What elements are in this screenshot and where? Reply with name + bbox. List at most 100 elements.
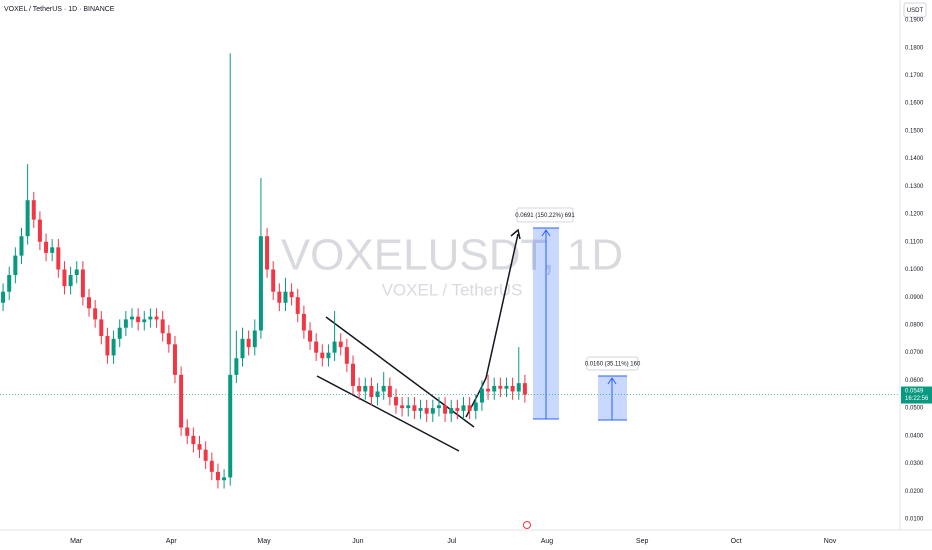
- candle-body: [344, 347, 349, 364]
- candle-body: [252, 330, 257, 348]
- wedge-lower: [316, 375, 460, 452]
- candle-body: [7, 275, 12, 292]
- candle-body: [111, 338, 116, 356]
- candle-body: [148, 316, 153, 320]
- y-tick-label: 0.1200: [905, 212, 924, 218]
- candle-body: [87, 297, 92, 309]
- candle-body: [129, 316, 134, 320]
- candle-body: [197, 444, 202, 450]
- candle-body: [172, 344, 177, 375]
- candle-body: [37, 219, 42, 242]
- candle-body: [1, 291, 6, 303]
- candle-body: [19, 236, 24, 256]
- candle-body: [357, 385, 362, 392]
- candle-body: [31, 200, 36, 220]
- candle-body: [166, 333, 171, 345]
- candle-body: [461, 405, 466, 411]
- candle-body: [258, 236, 263, 331]
- candle-body: [154, 316, 159, 320]
- candle-body: [283, 291, 288, 303]
- measure-label: 0.0691 (150.22%) 691: [515, 213, 575, 219]
- candle-body: [277, 291, 282, 303]
- candle-body: [400, 405, 405, 409]
- candle-body: [74, 269, 79, 276]
- y-tick-label: 0.1300: [905, 184, 924, 190]
- y-tick-label: 0.0800: [905, 323, 924, 329]
- candle-body: [240, 338, 245, 359]
- candle-body: [443, 405, 448, 414]
- y-tick-label: 0.0200: [905, 489, 924, 495]
- measure-label-box: [586, 356, 639, 371]
- x-tick-label: Mar: [70, 538, 83, 545]
- candle-body: [123, 319, 128, 328]
- candle-body: [295, 297, 300, 314]
- candle-body: [406, 405, 411, 409]
- y-tick-label: 0.1500: [905, 128, 924, 134]
- candle-body: [320, 352, 325, 359]
- x-tick-label: Nov: [824, 538, 837, 545]
- candle-body: [301, 313, 306, 331]
- candle-body: [99, 319, 104, 337]
- candle-body: [314, 341, 319, 353]
- candle-body: [136, 316, 141, 323]
- measure-label: 0.0160 (35.11%) 160: [585, 362, 641, 368]
- candle-body: [393, 397, 398, 406]
- candle-body: [93, 308, 98, 320]
- candle-body: [510, 385, 515, 392]
- x-tick-label: Jun: [352, 538, 363, 545]
- y-tick-label: 0.0100: [905, 517, 924, 523]
- candle-body: [265, 236, 270, 270]
- candle-body: [308, 330, 313, 342]
- candle-body: [430, 408, 435, 414]
- candle-body: [412, 405, 417, 411]
- x-tick-label: Apr: [166, 538, 178, 545]
- candle-body: [50, 247, 55, 253]
- x-tick-label: Aug: [541, 538, 554, 545]
- candle-body: [351, 363, 355, 386]
- y-tick-label: 0.1000: [905, 267, 924, 273]
- candle-body: [160, 319, 165, 334]
- last-price-box: [901, 386, 932, 404]
- candle-body: [338, 341, 343, 348]
- candle-body: [68, 275, 73, 287]
- candle-body: [522, 383, 527, 395]
- x-tick-label: May: [257, 538, 271, 545]
- candle-body: [234, 358, 239, 375]
- candle-body: [492, 385, 497, 392]
- y-tick-label: 0.1700: [905, 73, 924, 79]
- y-tick-label: 0.1100: [905, 239, 924, 245]
- candle-body: [387, 385, 392, 398]
- chart-title: VOXEL / TetherUS · 1D · BINANCE: [4, 6, 115, 13]
- candle-body: [179, 374, 184, 428]
- candle-body: [467, 405, 472, 411]
- projection-arrow: [465, 233, 519, 418]
- candle-body: [381, 385, 386, 392]
- candle-body: [56, 247, 61, 270]
- candle-body: [44, 241, 49, 253]
- candle-body: [498, 385, 503, 389]
- y-tick-label: 0.1900: [905, 18, 924, 24]
- candle-body: [80, 269, 85, 298]
- candle-body: [289, 291, 294, 298]
- candle-body: [504, 385, 509, 389]
- candle-body: [363, 385, 368, 392]
- y-tick-label: 0.1400: [905, 156, 924, 162]
- y-tick-label: 0.0700: [905, 350, 924, 356]
- measure-arrow: [607, 377, 617, 385]
- candle-body: [424, 408, 429, 414]
- last-price-label: 0.0549: [905, 389, 924, 395]
- candle-body: [215, 471, 220, 481]
- candle-body: [209, 460, 214, 472]
- candle-body: [369, 385, 374, 398]
- watermark-subtitle: VOXEL / TetherUS: [382, 280, 523, 299]
- candle-body: [271, 269, 276, 292]
- x-tick-label: Jul: [447, 538, 456, 545]
- candle-body: [62, 269, 67, 287]
- y-tick-label: 0.1800: [905, 45, 924, 51]
- currency-box: [903, 2, 927, 18]
- candle-body: [246, 338, 251, 348]
- candle-body: [436, 405, 441, 409]
- candle-body: [105, 336, 110, 356]
